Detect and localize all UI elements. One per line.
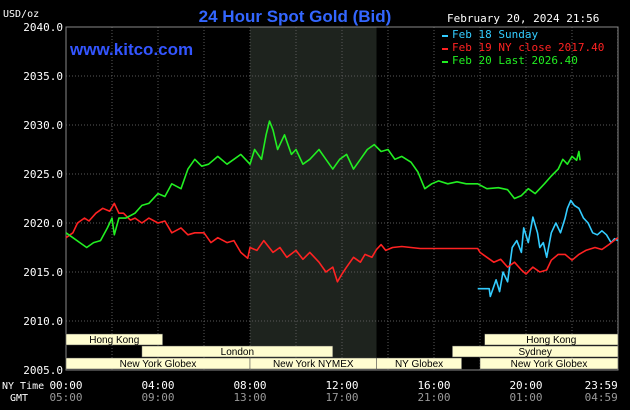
- x-tick-gmt-0: 05:00: [49, 391, 82, 404]
- x-axis-tick-labels: 00:00 04:00 08:00 12:00 16:00 20:00 23:59 05:00…: [49, 379, 617, 404]
- y-tick-label-2: 2015.0: [23, 266, 63, 279]
- legend-entry-1: Feb 19 NY close 2017.40: [452, 41, 604, 54]
- series-layer: [65, 120, 619, 298]
- series-line-1: [65, 202, 619, 283]
- date-stamp: February 20, 2024 21:56: [447, 12, 599, 25]
- legend-entry-0: Feb 18 Sunday: [452, 28, 538, 41]
- session-box-1: [484, 333, 619, 346]
- legend-swatch-2: [442, 61, 448, 63]
- x-tick-ny-3: 12:00: [325, 379, 358, 392]
- session-label-4: New York Globex: [120, 359, 197, 370]
- y-tick-label-6: 2035.0: [23, 70, 63, 83]
- session-label-5: New York NYMEX: [273, 359, 354, 370]
- unit-label: USD/oz: [3, 9, 39, 20]
- x-tick-gmt-4: 21:00: [417, 391, 450, 404]
- x-tick-gmt-5: 01:00: [509, 391, 542, 404]
- y-tick-label-5: 2030.0: [23, 119, 63, 132]
- ny-time-row-label: NY Time: [2, 381, 44, 392]
- x-tick-ny-2: 08:00: [233, 379, 266, 392]
- plot-frame: [65, 26, 619, 371]
- x-tick-gmt-2: 13:00: [233, 391, 266, 404]
- x-tick-ny-6: 23:59: [585, 379, 618, 392]
- x-tick-ny-0: 00:00: [49, 379, 82, 392]
- x-tick-ny-5: 20:00: [509, 379, 542, 392]
- legend: Feb 18 Sunday Feb 19 NY close 2017.40 Fe…: [442, 28, 604, 67]
- session-label-1: Hong Kong: [526, 335, 576, 346]
- nymex-session-shade: [250, 27, 377, 370]
- site-link[interactable]: www.kitco.com: [69, 40, 193, 59]
- chart-title: 24 Hour Spot Gold (Bid): [199, 7, 392, 26]
- session-box-7: [479, 357, 619, 370]
- gmt-row-label: GMT: [10, 393, 28, 404]
- x-tick-ny-1: 04:00: [141, 379, 174, 392]
- series-line-2: [65, 120, 581, 249]
- session-label-6: NY Globex: [395, 359, 443, 370]
- x-tick-gmt-3: 17:00: [325, 391, 358, 404]
- session-label-0: Hong Kong: [89, 335, 139, 346]
- y-tick-label-4: 2025.0: [23, 168, 63, 181]
- session-label-2: London: [221, 347, 254, 358]
- legend-swatch-0: [442, 35, 448, 37]
- session-box-2: [141, 345, 334, 358]
- y-axis-tick-labels: 2005.0 2010.0 2015.0 2020.0 2025.0 2030.0 2035…: [23, 21, 63, 377]
- grid-lines: [65, 26, 619, 371]
- session-label-3: Sydney: [519, 347, 552, 358]
- legend-entry-2: Feb 20 Last 2026.40: [452, 54, 578, 67]
- y-tick-label-3: 2020.0: [23, 217, 63, 230]
- session-box-0: [65, 333, 163, 346]
- series-line-0: [477, 199, 619, 298]
- y-tick-label-0: 2005.0: [23, 364, 63, 377]
- y-tick-label-1: 2010.0: [23, 315, 63, 328]
- session-label-7: New York Globex: [511, 359, 588, 370]
- session-box-3: [452, 345, 619, 358]
- x-tick-gmt-6: 04:59: [585, 391, 618, 404]
- session-box-6: [376, 357, 462, 370]
- x-tick-gmt-1: 09:00: [141, 391, 174, 404]
- x-tick-ny-4: 16:00: [417, 379, 450, 392]
- legend-swatch-1: [442, 48, 448, 50]
- y-tick-label-7: 2040.0: [23, 21, 63, 34]
